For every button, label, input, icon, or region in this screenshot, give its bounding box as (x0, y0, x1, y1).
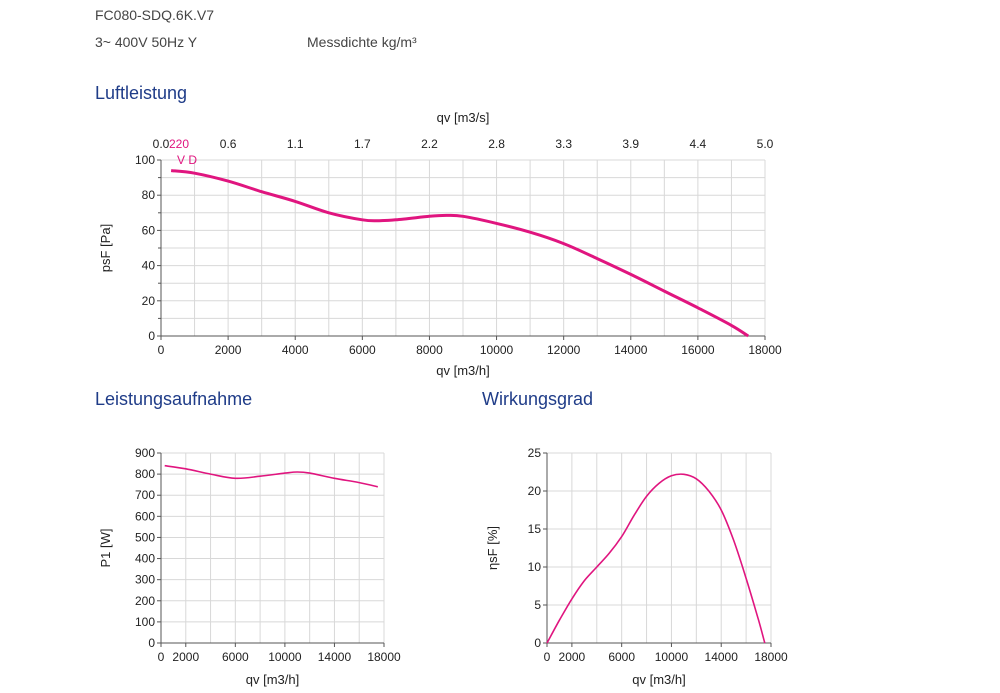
chart-leistungsaufnahme-x-tick-label: 18000 (367, 650, 401, 664)
chart-luftleistung-y-tick-label: 0 (148, 329, 155, 343)
chart-luftleistung-speed-label: 220 (169, 137, 189, 151)
chart-luftleistung-x-axis-label: qv [m3/h] (436, 363, 489, 378)
chart-luftleistung-x-tick-label: 14000 (614, 343, 648, 357)
supply-label: 3~ 400V 50Hz Y (95, 34, 198, 50)
chart-leistungsaufnahme-y-tick-label: 200 (135, 594, 155, 608)
chart-luftleistung-curve (170, 169, 750, 338)
chart-leistungsaufnahme-y-tick-label: 600 (135, 509, 155, 523)
chart-luftleistung-y-tick-label: 80 (142, 188, 156, 202)
chart-luftleistung-top-tick-label: 2.2 (421, 137, 438, 151)
section-title-luftleistung: Luftleistung (95, 83, 188, 103)
chart-leistungsaufnahme-y-tick-label: 500 (135, 530, 155, 544)
section-title-wirkungsgrad: Wirkungsgrad (482, 389, 594, 409)
chart-leistungsaufnahme-x-tick-label: 2000 (172, 650, 199, 664)
density-label: Messdichte kg/m³ (307, 34, 417, 50)
chart-leistungsaufnahme-x-tick-label: 0 (158, 650, 165, 664)
chart-luftleistung-x-tick-label: 0 (158, 343, 165, 357)
chart-luftleistung-x-tick-label: 4000 (282, 343, 309, 357)
chart-leistungsaufnahme-x-axis-label: qv [m3/h] (246, 672, 299, 687)
chart-luftleistung-top-tick-label: 0.0 (153, 137, 170, 151)
model-label: FC080-SDQ.6K.V7 (95, 7, 215, 23)
chart-wirkungsgrad-x-tick-label: 10000 (655, 650, 689, 664)
chart-leistungsaufnahme-x-tick-label: 10000 (268, 650, 302, 664)
chart-wirkungsgrad-curve (546, 473, 766, 644)
chart-wirkungsgrad-x-tick-label: 14000 (705, 650, 739, 664)
chart-wirkungsgrad-x-tick-label: 0 (544, 650, 551, 664)
chart-luftleistung-x-tick-label: 10000 (480, 343, 514, 357)
chart-luftleistung-curve-id-label: V D (177, 153, 197, 167)
chart-wirkungsgrad-x-tick-label: 2000 (559, 650, 586, 664)
chart-wirkungsgrad-y-tick-label: 0 (534, 636, 541, 650)
chart-luftleistung-y-tick-label: 60 (142, 223, 156, 237)
chart-luftleistung-x-tick-label: 6000 (349, 343, 376, 357)
section-title-leistungsaufnahme: Leistungsaufnahme (95, 389, 253, 409)
chart-leistungsaufnahme-curve (164, 464, 378, 488)
chart-luftleistung-top-tick-label: 0.6 (220, 137, 237, 151)
chart-leistungsaufnahme-x-tick-label: 6000 (222, 650, 249, 664)
chart-luftleistung-top-tick-label: 3.3 (555, 137, 572, 151)
chart-leistungsaufnahme-y-tick-label: 700 (135, 488, 155, 502)
chart-wirkungsgrad-y-tick-label: 15 (528, 522, 542, 536)
chart-luftleistung-top-tick-label: 1.7 (354, 137, 371, 151)
chart-luftleistung-top-axis-label: qv [m3/s] (437, 110, 490, 125)
chart-leistungsaufnahme-y-tick-label: 900 (135, 446, 155, 460)
chart-leistungsaufnahme-y-tick-label: 300 (135, 573, 155, 587)
chart-wirkungsgrad-x-tick-label: 6000 (608, 650, 635, 664)
chart-leistungsaufnahme-y-tick-label: 0 (148, 636, 155, 650)
chart-luftleistung-y-tick-label: 40 (142, 259, 156, 273)
chart-wirkungsgrad-x-axis-label: qv [m3/h] (632, 672, 685, 687)
chart-luftleistung-top-tick-label: 2.8 (488, 137, 505, 151)
chart-wirkungsgrad-y-axis-label: ηsF [%] (485, 526, 500, 570)
chart-wirkungsgrad-y-tick-label: 20 (528, 484, 542, 498)
chart-luftleistung-x-tick-label: 2000 (215, 343, 242, 357)
chart-wirkungsgrad-y-tick-label: 5 (534, 598, 541, 612)
chart-wirkungsgrad-y-tick-label: 10 (528, 560, 542, 574)
chart-luftleistung-top-tick-label: 4.4 (690, 137, 707, 151)
chart-luftleistung-y-axis-label: psF [Pa] (98, 224, 113, 272)
chart-luftleistung-y-tick-label: 20 (142, 294, 156, 308)
chart-leistungsaufnahme-y-tick-label: 100 (135, 615, 155, 629)
chart-leistungsaufnahme-y-tick-label: 400 (135, 552, 155, 566)
chart-luftleistung-x-tick-label: 18000 (748, 343, 782, 357)
chart-luftleistung-top-tick-label: 1.1 (287, 137, 304, 151)
chart-luftleistung-x-tick-label: 8000 (416, 343, 443, 357)
chart-luftleistung-x-tick-label: 16000 (681, 343, 715, 357)
chart-leistungsaufnahme-x-tick-label: 14000 (318, 650, 352, 664)
chart-luftleistung-y-tick-label: 100 (135, 153, 155, 167)
chart-wirkungsgrad-y-tick-label: 25 (528, 446, 542, 460)
chart-luftleistung-x-tick-label: 12000 (547, 343, 581, 357)
chart-luftleistung-top-tick-label: 5.0 (757, 137, 774, 151)
chart-leistungsaufnahme-y-axis-label: P1 [W] (98, 528, 113, 567)
chart-wirkungsgrad-x-tick-label: 18000 (754, 650, 788, 664)
chart-leistungsaufnahme-y-tick-label: 800 (135, 467, 155, 481)
chart-luftleistung-top-tick-label: 3.9 (622, 137, 639, 151)
